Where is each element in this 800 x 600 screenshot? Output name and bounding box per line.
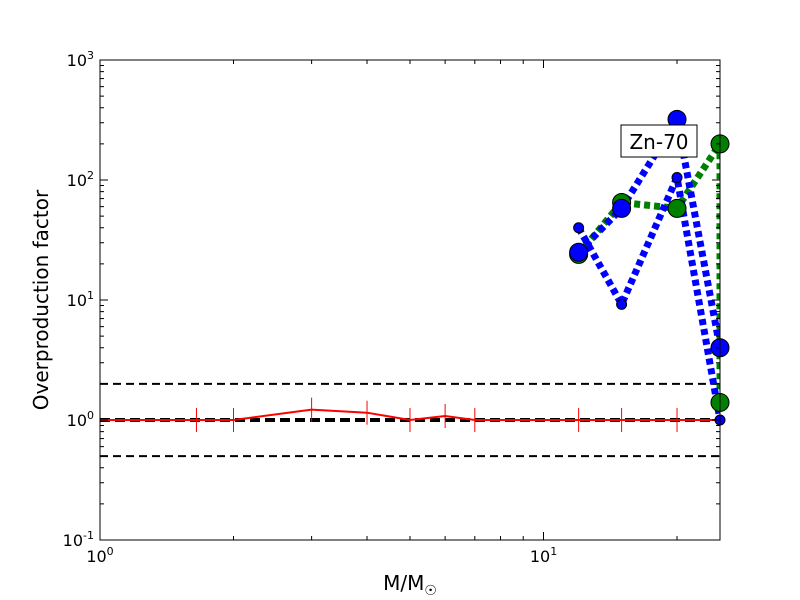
series-3-line [575,165,720,421]
y-axis-title: Overproduction factor [29,189,53,410]
series-3-point-2 [671,171,683,183]
x-tick-label-exp-1: 1 [550,545,557,558]
annotation-label: Zn-70 [629,130,688,154]
annotation-box: Zn-70 [620,124,698,158]
y-tick-label-exp-1: 0 [87,409,94,422]
y-tick-label-4: 103 [67,49,94,70]
annotation-frame [620,124,698,158]
series-3-point-1 [616,298,628,310]
y-tick-label-base-2: 10 [67,291,87,310]
x-tick-label-0: 100 [86,545,113,566]
y-tick-label-0: 10-1 [63,529,94,550]
y-tick-label-base-4: 10 [67,51,87,70]
y-tick-label-exp-0: -1 [83,529,94,542]
series-1-point-2 [667,198,687,218]
x-tick-label-base-1: 10 [530,547,550,566]
x-axis-title: M/M☉ [383,571,437,599]
series-2-point-1 [612,198,632,218]
x-axis-title-sub: ☉ [424,583,437,599]
series-1-line [575,137,720,403]
y-tick-label-3: 102 [67,169,94,190]
y-tick-label-1: 100 [67,409,94,430]
y-tick-label-exp-4: 3 [87,49,94,62]
series-layer [100,109,720,458]
y-tick-label-exp-3: 2 [87,169,94,182]
y-tick-label-base-0: 10 [63,531,83,550]
y-tick-label-2: 101 [67,289,94,310]
x-tick-label-exp-0: 0 [107,545,114,558]
series-2-line [576,109,720,349]
y-tick-label-base-3: 10 [67,171,87,190]
series-2-point-0 [569,242,589,262]
series-3-point-0 [573,222,585,234]
x-tick-label-1: 101 [530,545,557,566]
y-tick-label-base-1: 10 [67,411,87,430]
x-axis-title-main: M/M [383,571,424,595]
x-tick-label-base-0: 10 [86,547,106,566]
y-tick-label-exp-2: 1 [87,289,94,302]
series-0-line [100,408,720,422]
